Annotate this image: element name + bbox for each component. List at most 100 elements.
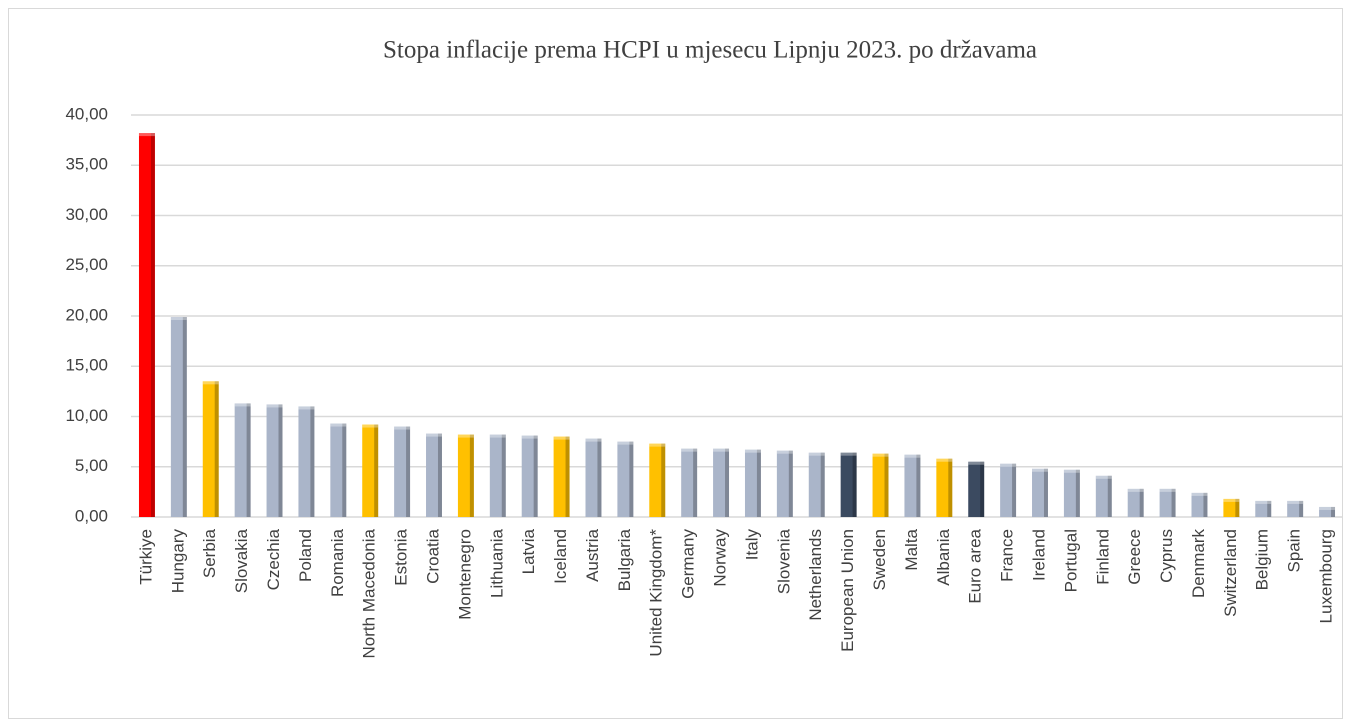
x-tick-label: Portugal (1061, 529, 1080, 592)
bar-side (1299, 500, 1304, 517)
bar-side (533, 435, 538, 517)
bar (872, 453, 889, 517)
bar-top (1032, 468, 1048, 472)
bar (553, 436, 570, 517)
bar-top (840, 452, 857, 456)
y-tick-label: 5,00 (75, 456, 108, 475)
bar-side (1267, 500, 1272, 517)
x-tick-label: Belgium (1253, 529, 1272, 590)
bar (426, 433, 442, 517)
chart-frame (8, 8, 1343, 719)
bar-side (565, 436, 570, 517)
bar (489, 434, 506, 517)
bar-top (298, 406, 315, 410)
chart-title: Stopa inflacije prema HCPI u mjesecu Lip… (383, 37, 1037, 64)
bar-top (234, 403, 251, 407)
bar (234, 403, 251, 517)
bar-side (820, 452, 825, 517)
bar-top (489, 434, 506, 438)
bar-top (681, 448, 698, 452)
x-tick-label: Italy (742, 529, 761, 561)
bar-top (426, 433, 442, 437)
y-tick-label: 40,00 (65, 104, 108, 123)
bar-top (1287, 500, 1304, 504)
bar-side (1235, 498, 1240, 517)
bar (585, 438, 602, 517)
bar-top (457, 434, 474, 438)
bar-side (374, 424, 379, 517)
bar-top (617, 441, 634, 445)
bar-top (362, 424, 379, 428)
bar-side (852, 452, 857, 517)
bar-side (406, 426, 411, 517)
bar-top (1095, 475, 1112, 479)
bar-side (501, 434, 506, 517)
bar (1000, 463, 1017, 517)
bar-top (936, 458, 953, 462)
bar-top (1319, 506, 1336, 510)
bar-top (1191, 492, 1208, 496)
x-tick-label: Lithuania (487, 528, 506, 598)
y-tick-label: 30,00 (65, 205, 108, 224)
bar-top (776, 450, 793, 454)
bar-top (1223, 498, 1240, 502)
x-tick-label: Montenegro (455, 529, 474, 620)
x-tick-label: Serbia (200, 528, 219, 578)
bar-side (948, 458, 953, 517)
bar-side (661, 443, 666, 517)
bar (776, 450, 793, 517)
bar (298, 406, 315, 517)
bar-top (521, 435, 538, 439)
x-tick-label: United Kingdom* (647, 529, 666, 657)
bar-side (1075, 469, 1080, 517)
x-tick-label: Switzerland (1221, 529, 1240, 617)
bar-side (278, 404, 283, 517)
bar-top (713, 448, 730, 452)
bar-side (437, 433, 442, 517)
bar (968, 461, 985, 517)
bar-top (968, 461, 985, 465)
x-tick-label: Slovakia (232, 528, 251, 593)
bar (649, 443, 666, 517)
x-tick-label: Ireland (1029, 529, 1048, 581)
bar (457, 434, 474, 517)
bar-top (904, 454, 921, 458)
x-tick-label: Hungary (168, 529, 187, 594)
bar-top (872, 453, 889, 457)
bar (617, 441, 634, 517)
bar-side (1012, 463, 1017, 517)
bar-top (138, 133, 155, 137)
bar (170, 317, 187, 517)
bar (681, 448, 698, 517)
bar (1319, 506, 1336, 517)
x-tick-label: Czechia (264, 528, 283, 590)
x-tick-label: Malta (902, 528, 921, 570)
bar-side (1203, 492, 1208, 517)
bar (744, 449, 761, 517)
bar-side (756, 449, 761, 517)
bar (1032, 468, 1048, 517)
bar-top (202, 381, 219, 385)
x-tick-label: Sweden (870, 529, 889, 590)
x-tick-label: France (998, 529, 1017, 582)
bar-top (170, 317, 187, 321)
x-tick-label: North Macedonia (360, 528, 379, 658)
y-tick-label: 15,00 (65, 356, 108, 375)
x-tick-label: Euro area (966, 528, 985, 603)
bar (362, 424, 379, 517)
x-tick-label: Latvia (519, 528, 538, 574)
bar (1159, 488, 1176, 517)
bar (1095, 475, 1112, 517)
y-tick-label: 0,00 (75, 506, 108, 525)
bar-side (693, 448, 698, 517)
bar-side (182, 317, 187, 517)
x-tick-label: European Union (838, 529, 857, 652)
bar (904, 454, 921, 517)
bar-side (916, 454, 921, 517)
x-tick-label: Bulgaria (615, 528, 634, 591)
bar (394, 426, 411, 517)
x-tick-label: Estonia (392, 528, 411, 585)
bar-top (1000, 463, 1017, 467)
x-tick-label: Luxembourg (1317, 529, 1336, 624)
x-tick-label: Türkiye (136, 529, 155, 585)
